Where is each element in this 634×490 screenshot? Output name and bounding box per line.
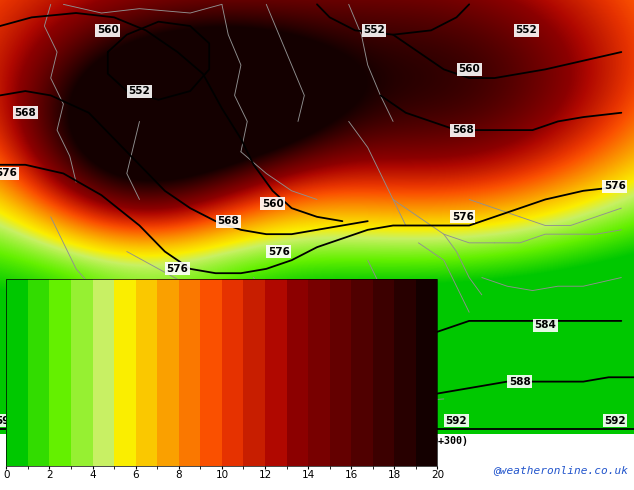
Text: 568: 568 [452, 125, 474, 135]
Text: 568: 568 [217, 216, 239, 226]
Text: 560: 560 [458, 64, 480, 74]
Text: 560: 560 [262, 199, 283, 209]
Text: 592: 592 [446, 416, 467, 426]
Text: @weatheronline.co.uk: @weatheronline.co.uk [493, 466, 628, 475]
Text: Height 500 hPa Spread mean+σ [gpdm]  ECMWF   Th 06-06-2024 12:00 UTC (00+300): Height 500 hPa Spread mean+σ [gpdm] ECMW… [6, 435, 469, 445]
Text: 576: 576 [167, 264, 188, 274]
Text: 552: 552 [515, 25, 537, 35]
Text: 592: 592 [604, 416, 626, 426]
Text: 552: 552 [129, 86, 150, 96]
Text: 584: 584 [332, 333, 353, 343]
Text: 576: 576 [0, 169, 17, 178]
Text: 576: 576 [604, 181, 626, 192]
Text: 576: 576 [268, 246, 290, 257]
Text: 588: 588 [509, 377, 531, 387]
Text: 588: 588 [338, 385, 359, 395]
Text: 552: 552 [363, 25, 385, 35]
Text: 576: 576 [452, 212, 474, 222]
Text: 584: 584 [534, 320, 556, 330]
Text: 568: 568 [15, 108, 36, 118]
Text: 560: 560 [97, 25, 119, 35]
Text: 592: 592 [0, 416, 17, 426]
